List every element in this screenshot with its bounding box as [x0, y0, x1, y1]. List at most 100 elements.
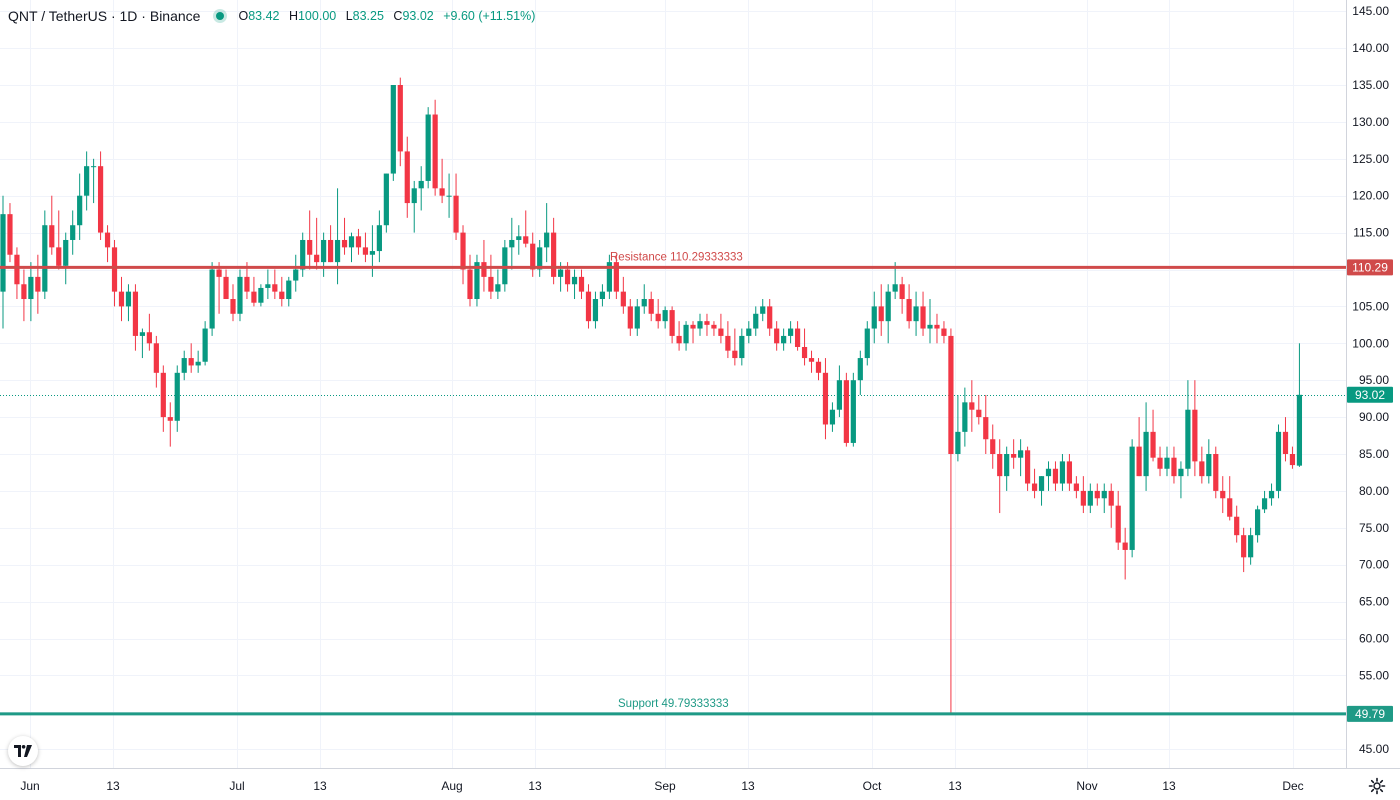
candle-body[interactable] [1234, 516, 1240, 536]
candle-body[interactable] [1261, 498, 1268, 510]
candle-body[interactable] [91, 166, 97, 168]
candle-body[interactable] [202, 328, 208, 362]
candle-body[interactable] [327, 239, 334, 263]
candle-body[interactable] [530, 243, 536, 270]
candle-body[interactable] [1004, 454, 1010, 477]
candle-body[interactable] [160, 372, 166, 418]
candle-body[interactable] [1018, 450, 1024, 458]
candle-body[interactable] [49, 225, 55, 248]
candle-body[interactable] [146, 332, 152, 344]
candle-body[interactable] [1143, 431, 1149, 477]
candle-body[interactable] [1087, 490, 1093, 506]
candle-body[interactable] [1136, 446, 1142, 477]
candle-body[interactable] [962, 402, 968, 432]
candle-body[interactable] [439, 188, 445, 196]
candle-body[interactable] [1206, 454, 1212, 477]
candle-body[interactable] [516, 236, 522, 240]
candle-body[interactable] [383, 173, 389, 226]
candle-body[interactable] [1178, 468, 1184, 477]
candle-body[interactable] [1150, 431, 1156, 458]
candle-body[interactable] [376, 225, 382, 252]
candle-body[interactable] [913, 306, 919, 322]
candle-body[interactable] [293, 269, 299, 281]
candle-body[interactable] [132, 291, 139, 336]
candle-body[interactable] [655, 313, 661, 322]
candle-body[interactable] [808, 358, 815, 362]
candle-body[interactable] [467, 269, 473, 300]
candle-body[interactable] [321, 239, 327, 263]
candle-body[interactable] [56, 247, 62, 266]
candle-body[interactable] [174, 372, 180, 421]
candle-body[interactable] [488, 276, 494, 292]
candle-body[interactable] [425, 114, 431, 181]
candle-body[interactable] [767, 306, 773, 329]
candle-body[interactable] [1094, 490, 1100, 499]
candle-body[interactable] [390, 85, 396, 174]
candle-body[interactable] [223, 276, 229, 300]
candle-body[interactable] [969, 402, 975, 410]
candle-body[interactable] [334, 239, 341, 263]
candle-body[interactable] [669, 310, 675, 336]
candle-body[interactable] [35, 276, 41, 292]
candle-body[interactable] [397, 85, 403, 152]
candle-body[interactable] [1164, 457, 1170, 469]
candle-body[interactable] [1241, 535, 1247, 558]
candle-body[interactable] [920, 306, 926, 329]
candle-body[interactable] [1059, 461, 1066, 484]
candle-body[interactable] [70, 225, 76, 240]
candle-body[interactable] [341, 239, 348, 248]
candle-body[interactable] [244, 276, 250, 292]
candle-body[interactable] [460, 232, 466, 270]
candle-body[interactable] [453, 195, 459, 233]
candle-body[interactable] [1073, 483, 1079, 491]
candle-body[interactable] [746, 328, 752, 336]
candle-body[interactable] [348, 236, 355, 248]
candle-body[interactable] [77, 195, 83, 226]
candle-body[interactable] [794, 328, 801, 347]
candle-body[interactable] [502, 247, 508, 285]
candle-body[interactable] [1171, 457, 1177, 477]
candle-body[interactable] [544, 232, 550, 248]
candle-body[interactable] [474, 262, 480, 300]
candle-body[interactable] [864, 328, 870, 359]
candle-body[interactable] [627, 306, 633, 329]
candle-body[interactable] [976, 409, 982, 418]
candle-body[interactable] [571, 276, 578, 285]
candle-body[interactable] [829, 409, 836, 425]
candle-body[interactable] [1268, 490, 1275, 499]
candle-body[interactable] [1275, 431, 1282, 491]
candle-body[interactable] [983, 417, 989, 440]
candle-body[interactable] [892, 284, 898, 292]
candle-body[interactable] [578, 276, 585, 292]
candle-body[interactable] [1255, 509, 1261, 536]
candle-body[interactable] [153, 343, 159, 373]
candle-body[interactable] [850, 380, 856, 443]
candle-body[interactable] [1213, 454, 1219, 491]
candle-body[interactable] [139, 332, 145, 336]
candle-body[interactable] [1038, 476, 1045, 491]
candle-body[interactable] [195, 361, 201, 366]
candle-body[interactable] [0, 214, 6, 292]
candle-body[interactable] [620, 291, 626, 307]
candle-body[interactable] [857, 358, 863, 381]
candle-body[interactable] [815, 361, 822, 373]
candle-body[interactable] [564, 269, 571, 285]
candle-body[interactable] [718, 328, 724, 336]
candle-body[interactable] [955, 431, 961, 454]
candle-body[interactable] [272, 284, 278, 292]
candle-body[interactable] [1289, 454, 1296, 466]
candle-body[interactable] [634, 306, 640, 329]
candle-body[interactable] [1157, 457, 1163, 469]
candle-body[interactable] [125, 291, 132, 307]
candle-body[interactable] [899, 284, 905, 300]
candle-body[interactable] [1066, 461, 1073, 484]
tradingview-logo-icon[interactable] [8, 736, 38, 766]
candle-body[interactable] [237, 276, 243, 314]
candle-body[interactable] [265, 284, 271, 288]
candle-body[interactable] [1108, 490, 1114, 506]
candle-body[interactable] [788, 328, 794, 336]
candle-body[interactable] [997, 454, 1003, 477]
candle-body[interactable] [585, 291, 592, 322]
candle-body[interactable] [927, 324, 933, 329]
